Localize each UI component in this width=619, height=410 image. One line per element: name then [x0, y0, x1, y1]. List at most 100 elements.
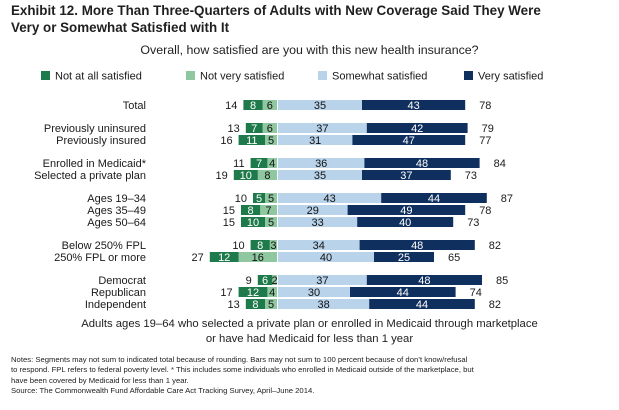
- label-negative-total: 10: [235, 193, 247, 205]
- label-very-satisfied: 44: [428, 193, 440, 205]
- label-not-at-all-satisfied: 12: [218, 252, 230, 264]
- bar-not-at-all-satisfied: [238, 287, 268, 297]
- label-somewhat-satisfied: 37: [316, 123, 328, 135]
- label-very-satisfied: 43: [407, 100, 419, 112]
- bar-somewhat-satisfied: [278, 170, 362, 180]
- bar-somewhat-satisfied: [278, 275, 367, 285]
- label-not-very-satisfied: 5: [268, 299, 274, 311]
- label-positive-total: 85: [496, 275, 508, 287]
- label-not-at-all-satisfied: 10: [240, 170, 252, 182]
- label-not-at-all-satisfied: 7: [251, 123, 257, 135]
- label-not-at-all-satisfied: 5: [256, 193, 262, 205]
- label-very-satisfied: 25: [398, 252, 410, 264]
- label-not-very-satisfied: 16: [252, 252, 264, 264]
- legend-label-somewhat: Somewhat satisfied: [332, 71, 427, 83]
- label-negative-total: 9: [246, 275, 252, 287]
- label-somewhat-satisfied: 36: [315, 158, 327, 170]
- label-not-very-satisfied: 7: [266, 205, 272, 217]
- bar-somewhat-satisfied: [278, 100, 362, 110]
- label-very-satisfied: 47: [403, 135, 415, 147]
- label-positive-total: 65: [448, 252, 460, 264]
- bar-very-satisfied: [366, 275, 482, 285]
- row-label: Ages 19–34: [87, 193, 146, 205]
- label-not-very-satisfied: 4: [269, 287, 275, 299]
- label-negative-total: 17: [220, 287, 232, 299]
- label-somewhat-satisfied: 38: [317, 299, 329, 311]
- label-positive-total: 84: [494, 158, 506, 170]
- bar-not-at-all-satisfied: [245, 123, 263, 133]
- label-positive-total: 74: [470, 287, 482, 299]
- source-line: Source: The Commonwealth Fund Affordable…: [11, 385, 315, 395]
- exhibit-title: Exhibit 12. More Than Three-Quarters of …: [11, 2, 611, 36]
- caption-line-2: or have had Medicaid for less than 1 yea…: [205, 333, 414, 345]
- bar-very-satisfied: [359, 240, 475, 250]
- label-negative-total: 16: [220, 135, 232, 147]
- label-not-at-all-satisfied: 8: [250, 100, 256, 112]
- row-label: Total: [123, 100, 146, 112]
- label-not-at-all-satisfied: 7: [256, 158, 262, 170]
- label-not-very-satisfied: 6: [267, 123, 273, 135]
- label-very-satisfied: 44: [397, 287, 409, 299]
- bar-very-satisfied: [352, 135, 466, 145]
- label-very-satisfied: 44: [416, 299, 428, 311]
- legend-swatch-very: [464, 71, 473, 80]
- bar-not-very-satisfied: [265, 135, 277, 145]
- caption-line-1: Adults ages 19–64 who selected a private…: [81, 318, 538, 330]
- label-positive-total: 87: [501, 193, 513, 205]
- title-line-2: Very or Somewhat Satisfied with It: [11, 20, 230, 35]
- label-negative-total: 13: [228, 299, 240, 311]
- label-very-satisfied: 48: [416, 158, 428, 170]
- label-very-satisfied: 48: [418, 275, 430, 287]
- bar-not-very-satisfied: [257, 170, 277, 180]
- bar-not-at-all-satisfied: [250, 240, 270, 250]
- bar-not-at-all-satisfied: [245, 299, 265, 309]
- bar-not-very-satisfied: [265, 299, 277, 309]
- bar-very-satisfied: [381, 193, 487, 203]
- bar-somewhat-satisfied: [278, 252, 374, 262]
- bar-very-satisfied: [362, 100, 466, 110]
- row-label: Ages 35–49: [87, 205, 146, 217]
- chart-subtitle: Overall, how satisfied are you with this…: [140, 43, 479, 57]
- label-somewhat-satisfied: 40: [320, 252, 332, 264]
- label-negative-total: 27: [192, 252, 204, 264]
- bar-not-at-all-satisfied: [241, 205, 261, 215]
- label-negative-total: 19: [216, 170, 228, 182]
- bar-somewhat-satisfied: [278, 287, 350, 297]
- label-somewhat-satisfied: 33: [311, 217, 323, 229]
- label-very-satisfied: 49: [400, 205, 412, 217]
- bar-somewhat-satisfied: [278, 193, 382, 203]
- row-label: Below 250% FPL: [62, 240, 146, 252]
- bar-somewhat-satisfied: [278, 158, 365, 168]
- label-positive-total: 79: [482, 123, 494, 135]
- notes-line-2: to respond. FPL refers to federal povert…: [11, 365, 474, 375]
- label-very-satisfied: 40: [399, 217, 411, 229]
- row-label: Enrolled in Medicaid*: [43, 158, 147, 170]
- bar-very-satisfied: [369, 299, 475, 309]
- label-somewhat-satisfied: 30: [308, 287, 320, 299]
- bar-not-very-satisfied: [260, 205, 277, 215]
- row-label: Selected a private plan: [34, 170, 146, 182]
- row-label: Ages 50–64: [87, 217, 146, 229]
- label-negative-total: 15: [223, 205, 235, 217]
- row-label: Democrat: [98, 275, 146, 287]
- label-positive-total: 78: [479, 100, 491, 112]
- label-not-at-all-satisfied: 8: [248, 205, 254, 217]
- bar-very-satisfied: [366, 123, 468, 133]
- row-label: Republican: [91, 287, 146, 299]
- label-not-at-all-satisfied: 6: [262, 275, 268, 287]
- label-somewhat-satisfied: 29: [307, 205, 319, 217]
- bar-very-satisfied: [347, 205, 466, 215]
- bar-not-at-all-satisfied: [233, 170, 258, 180]
- label-negative-total: 11: [233, 158, 244, 170]
- bar-not-very-satisfied: [238, 252, 277, 262]
- bar-not-very-satisfied: [267, 158, 277, 168]
- bar-somewhat-satisfied: [278, 123, 367, 133]
- bar-not-at-all-satisfied: [238, 135, 265, 145]
- label-not-very-satisfied: 4: [269, 158, 275, 170]
- bar-not-very-satisfied: [269, 240, 277, 250]
- legend-label-not_at_all: Not at all satisfied: [55, 71, 142, 83]
- bar-not-at-all-satisfied: [241, 217, 265, 227]
- label-somewhat-satisfied: 34: [313, 240, 325, 252]
- bar-somewhat-satisfied: [278, 135, 353, 145]
- label-not-very-satisfied: 2: [272, 275, 278, 287]
